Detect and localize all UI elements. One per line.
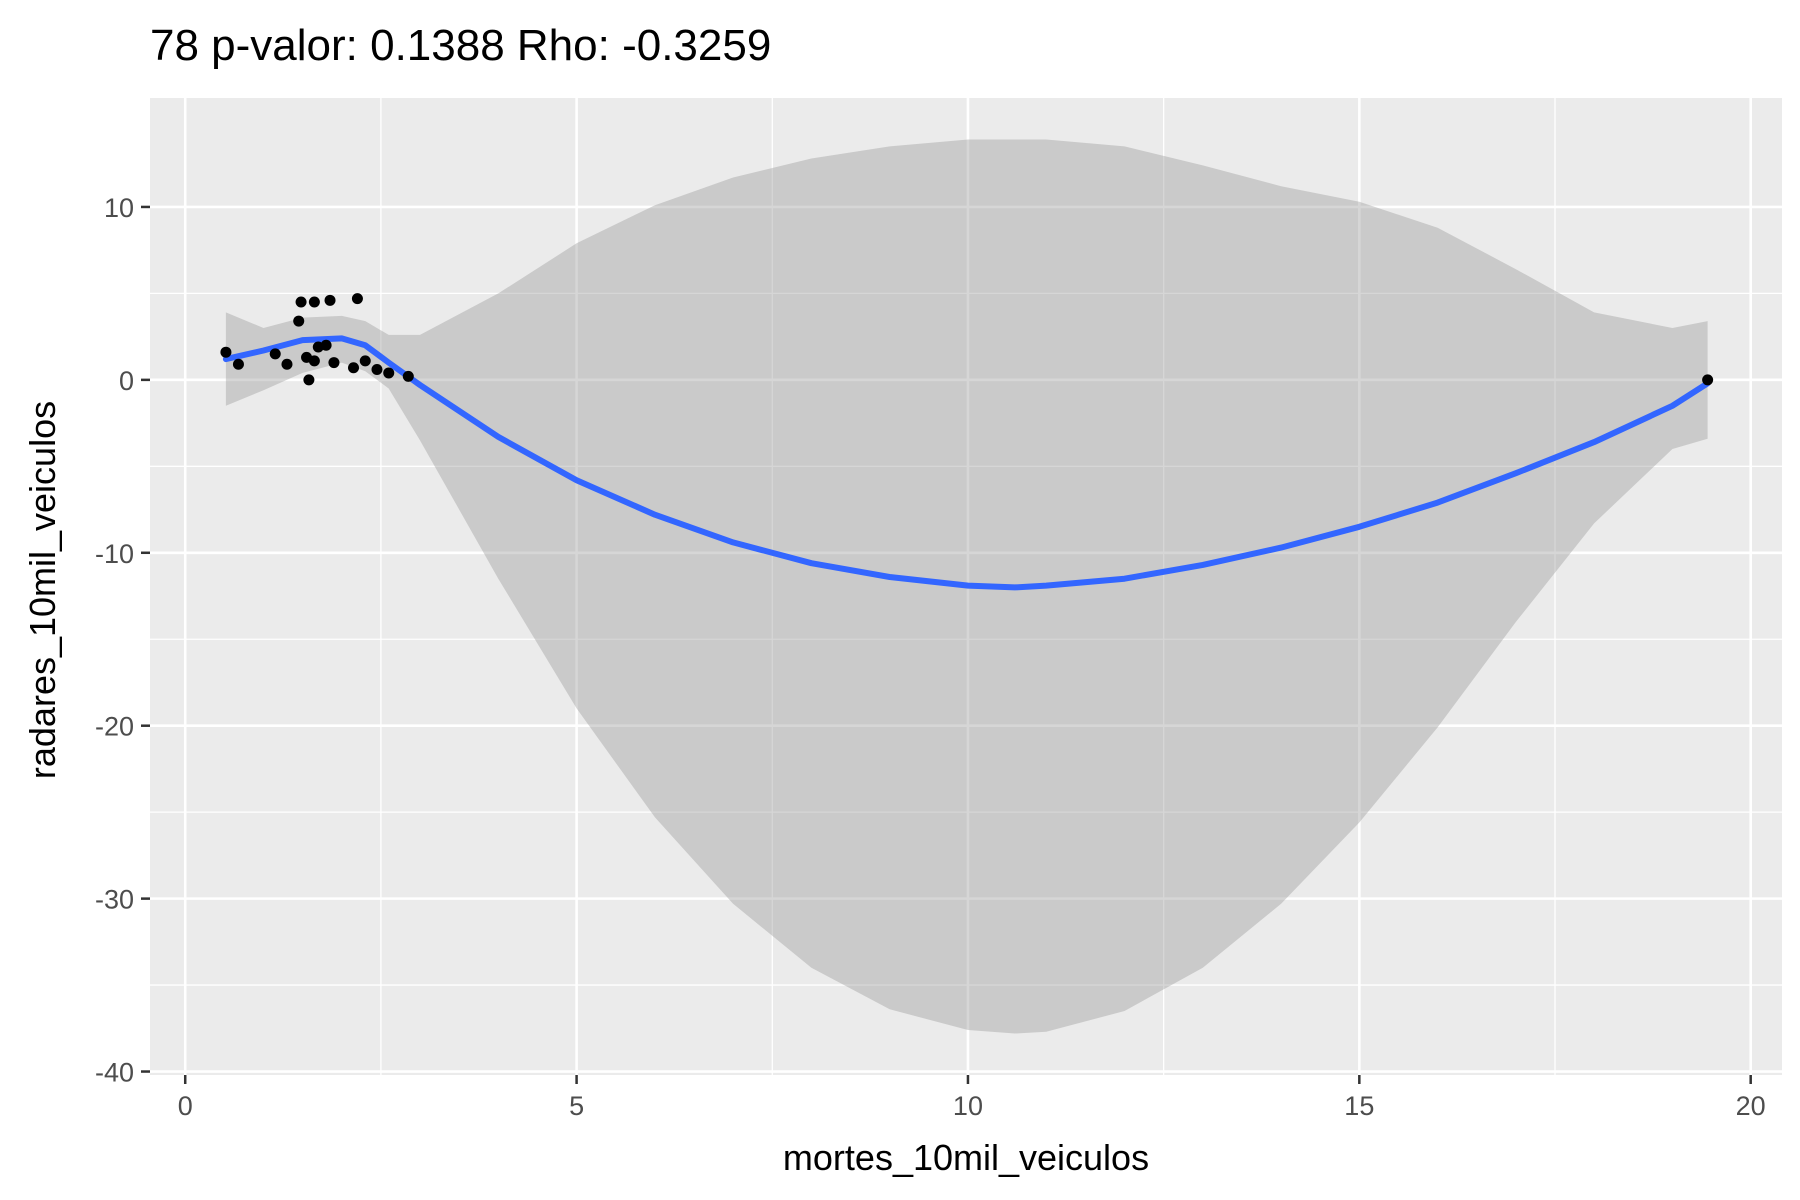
- x-axis: 0 5 10 15 20: [178, 1075, 1766, 1121]
- y-tick-label: -10: [95, 539, 134, 569]
- data-point: [295, 296, 307, 308]
- data-point: [232, 358, 244, 370]
- data-point: [303, 374, 315, 386]
- data-point: [269, 348, 281, 360]
- data-point: [320, 339, 332, 351]
- y-axis: -40 -30 -20 -10 0 10: [95, 193, 150, 1088]
- smooth-line: [222, 335, 1711, 591]
- data-point: [359, 355, 371, 367]
- data-point: [351, 293, 363, 305]
- x-axis-title: mortes_10mil_veiculos: [783, 1137, 1149, 1178]
- y-tick-label: -20: [95, 712, 134, 742]
- data-point: [383, 367, 395, 379]
- x-tick-label: 20: [1736, 1091, 1766, 1121]
- data-point: [402, 370, 414, 382]
- x-tick-label: 5: [569, 1091, 584, 1121]
- y-tick-label: -30: [95, 885, 134, 915]
- x-tick-label: 10: [953, 1091, 983, 1121]
- x-tick-label: 15: [1344, 1091, 1374, 1121]
- data-point: [293, 315, 305, 327]
- y-axis-title: radares_10mil_veiculos: [22, 401, 63, 779]
- y-tick-label: 0: [119, 366, 134, 396]
- data-point: [324, 294, 336, 306]
- chart-title: 78 p-valor: 0.1388 Rho: -0.3259: [150, 21, 771, 70]
- x-tick-label: 0: [178, 1091, 193, 1121]
- data-point: [308, 355, 320, 367]
- y-tick-label: 10: [104, 193, 134, 223]
- data-point: [371, 363, 383, 375]
- data-point: [220, 346, 232, 358]
- data-point: [348, 362, 360, 374]
- y-tick-label: -40: [95, 1058, 134, 1088]
- data-point: [328, 357, 340, 369]
- data-points: [220, 293, 1714, 386]
- data-point: [1702, 374, 1714, 386]
- data-point: [281, 358, 293, 370]
- data-point: [308, 296, 320, 308]
- grid-lines: [150, 98, 1782, 1075]
